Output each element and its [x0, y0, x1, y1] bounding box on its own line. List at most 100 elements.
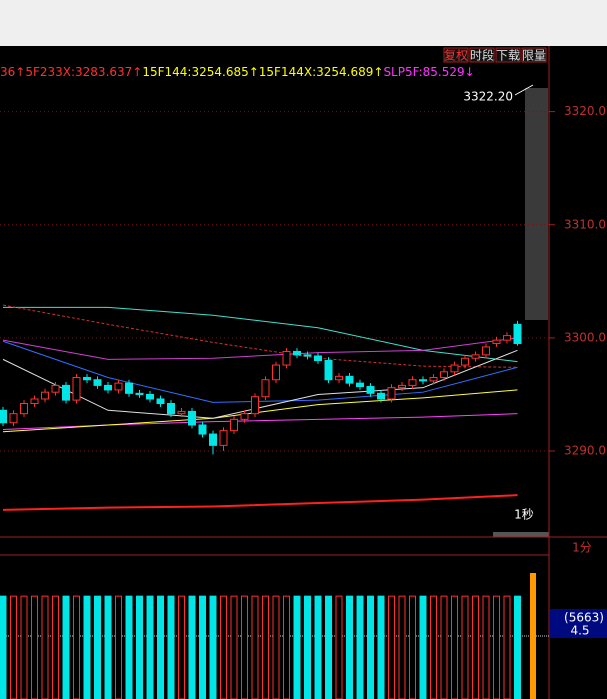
- candle-body: [51, 384, 60, 393]
- ratio-label: 4.5: [570, 624, 589, 638]
- candle-body: [9, 413, 18, 424]
- volume-bar: [0, 595, 7, 699]
- candle-body: [240, 413, 249, 420]
- candle-body: [282, 350, 291, 366]
- volume-bar: [167, 595, 175, 699]
- candle-body: [471, 354, 480, 359]
- toolbar-button-label[interactable]: 下载: [496, 49, 520, 63]
- candle-body: [366, 386, 375, 394]
- candle-body: [30, 398, 39, 405]
- top-bar: [0, 0, 607, 46]
- candle-body: [377, 392, 385, 400]
- y-tick-label: 3310.0: [564, 217, 606, 231]
- volume-bar: [146, 595, 154, 699]
- volume-bar: [356, 595, 364, 699]
- candle-body: [345, 375, 354, 384]
- toolbar-button[interactable]: [495, 47, 521, 63]
- candle-body: [20, 403, 28, 415]
- volume-bar: [20, 595, 28, 699]
- volume-bar: [419, 595, 427, 699]
- toolbar-button-label[interactable]: 复权: [444, 49, 468, 63]
- toolbar-button-label[interactable]: 时段: [470, 48, 494, 63]
- volume-bar: [31, 595, 38, 699]
- volume-bar: [482, 595, 490, 699]
- candle-body: [387, 387, 396, 400]
- candle-body: [177, 410, 186, 415]
- volume-label: (5663): [564, 611, 604, 625]
- candle-body: [41, 391, 49, 400]
- volume-bar: [157, 595, 164, 699]
- moving-average-line: [2, 340, 518, 403]
- candle-body: [104, 384, 112, 391]
- volume-bar: [94, 595, 101, 699]
- volume-bar: [325, 595, 332, 699]
- volume-bar: [440, 595, 448, 699]
- interval-label: 1分: [572, 541, 592, 555]
- volume-bar: [220, 595, 227, 699]
- candle-body: [135, 392, 144, 395]
- candle-body: [335, 375, 343, 381]
- volume-bar: [251, 595, 259, 699]
- candle-body: [440, 371, 448, 378]
- volume-bar: [409, 595, 416, 699]
- candle-body: [293, 350, 301, 356]
- candle-body: [461, 357, 469, 366]
- candle-body: [272, 364, 280, 381]
- y-tick-label: 3300.0: [564, 330, 606, 344]
- volume-bar: [293, 595, 301, 699]
- candle-body: [93, 379, 102, 386]
- volume-bar: [125, 595, 133, 699]
- candle-body: [503, 335, 511, 341]
- volume-bar: [241, 595, 248, 699]
- toolbar-button[interactable]: [469, 47, 495, 63]
- volume-bar: [283, 595, 290, 699]
- volume-bar: [52, 595, 59, 699]
- volume-bar: [398, 595, 406, 699]
- volume-bar: [335, 595, 343, 699]
- volume-bar: [304, 595, 311, 699]
- volume-bar: [514, 595, 521, 699]
- volume-bar: [430, 595, 437, 699]
- candle-body: [261, 379, 270, 398]
- candle-body: [146, 393, 154, 400]
- candle-body: [251, 396, 259, 415]
- candle-body: [72, 376, 81, 401]
- volume-bar: [178, 595, 185, 699]
- candle-body: [198, 424, 207, 435]
- volume-bar: [230, 595, 238, 699]
- live-volume: [530, 573, 536, 699]
- volume-bar: [346, 595, 353, 699]
- candle-body: [230, 418, 238, 432]
- volume-bar: [73, 595, 80, 699]
- volume-label-box: [550, 609, 607, 638]
- y-tick-label: 3290.0: [564, 444, 606, 458]
- interval-label: 1秒: [514, 508, 534, 522]
- scroll-bar: [493, 532, 549, 537]
- y-tick-label: 3320.0: [564, 104, 606, 118]
- volume-bar: [472, 595, 479, 699]
- moving-average-line: [2, 494, 518, 511]
- toolbar-button-label[interactable]: 限量: [522, 49, 546, 63]
- volume-bar: [115, 595, 122, 699]
- volume-bar: [262, 595, 269, 699]
- candle-body: [167, 403, 175, 415]
- volume-bar: [493, 595, 500, 699]
- scroll-panel: [525, 88, 548, 320]
- volume-bar: [104, 595, 112, 699]
- toolbar-button[interactable]: [521, 47, 547, 63]
- moving-average-line: [2, 389, 518, 433]
- candle-body: [114, 382, 123, 391]
- toolbar-button[interactable]: [443, 47, 469, 63]
- indicator-text: 36↑5F233X:3283.637↑: [0, 65, 142, 79]
- volume-bar: [10, 595, 17, 699]
- candle-body: [303, 354, 312, 357]
- price-pointer: [514, 84, 534, 96]
- volume-bar: [377, 595, 385, 699]
- moving-average-line: [2, 304, 518, 368]
- volume-bar: [62, 595, 70, 699]
- volume-bar: [388, 595, 395, 699]
- volume-bar: [314, 595, 322, 699]
- candle-body: [0, 409, 7, 424]
- candle-body: [62, 384, 70, 401]
- candle-body: [83, 376, 91, 381]
